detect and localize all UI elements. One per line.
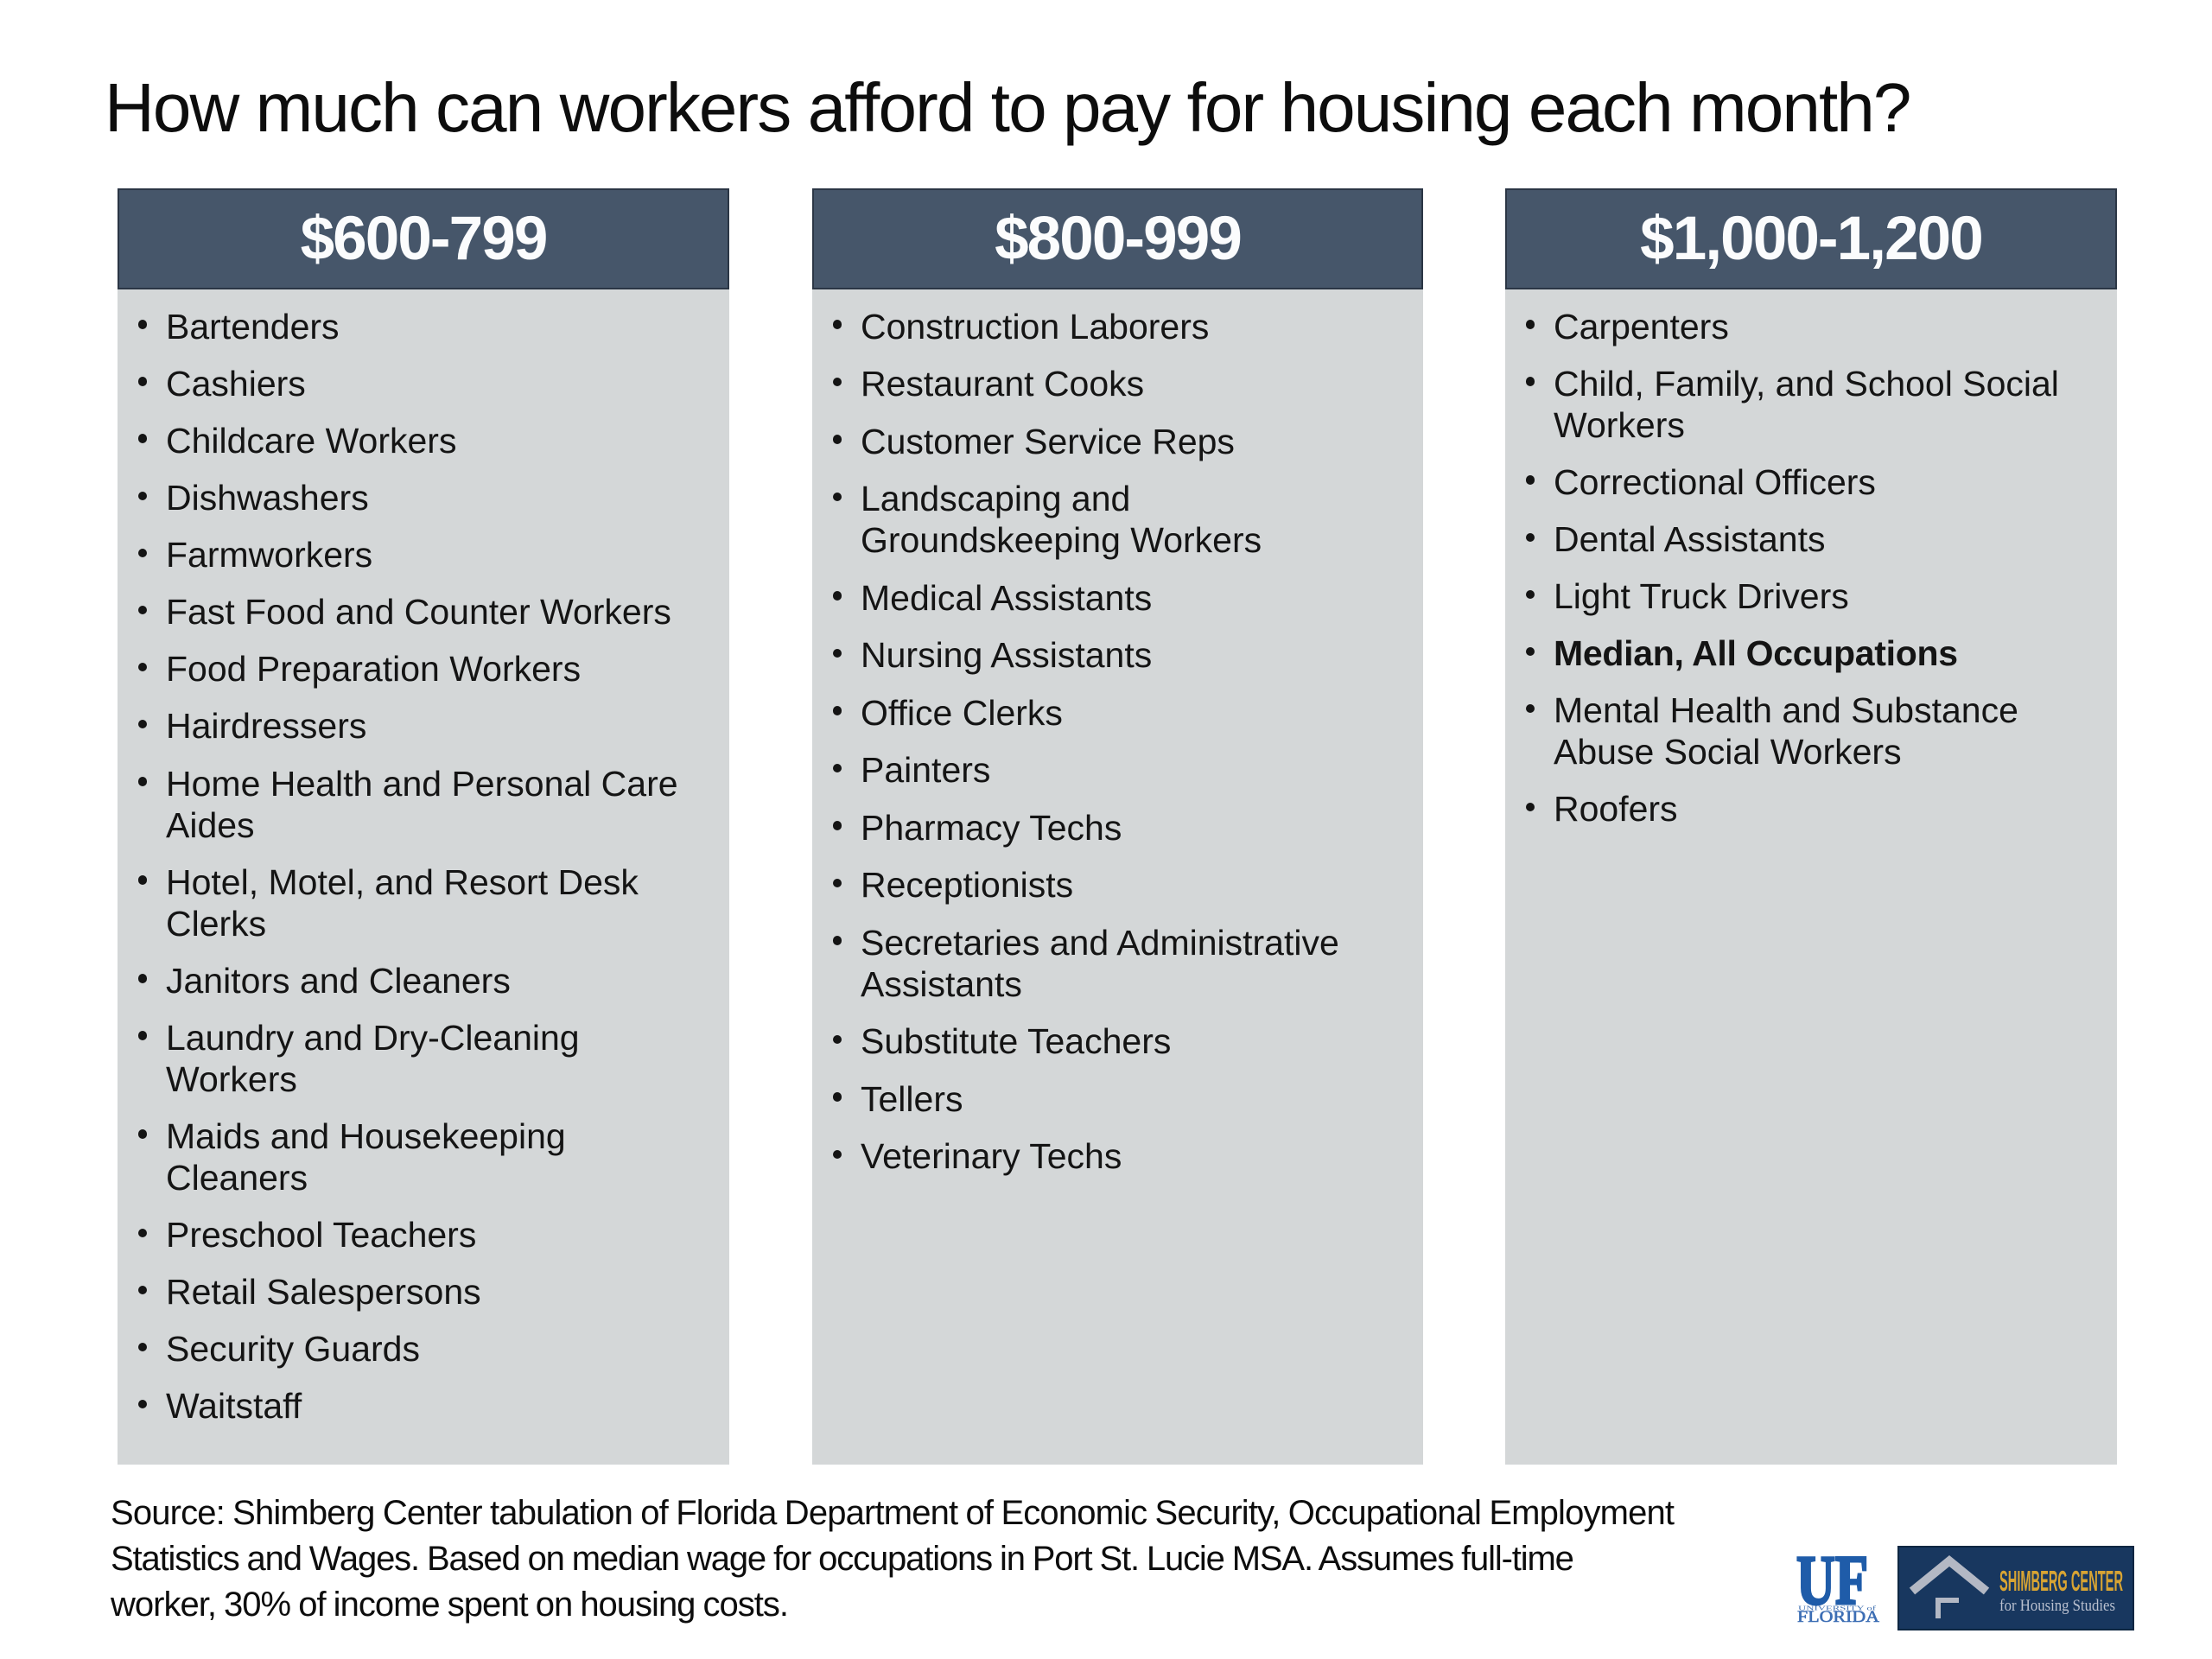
svg-text:SHIMBERG CENTER: SHIMBERG CENTER (1999, 1565, 2123, 1597)
svg-text:FLORIDA: FLORIDA (1797, 1608, 1879, 1626)
svg-text:for Housing Studies: for Housing Studies (1999, 1597, 2115, 1615)
svg-text:UF: UF (1796, 1541, 1868, 1619)
svg-text:UNIVERSITY of: UNIVERSITY of (1798, 1605, 1877, 1612)
